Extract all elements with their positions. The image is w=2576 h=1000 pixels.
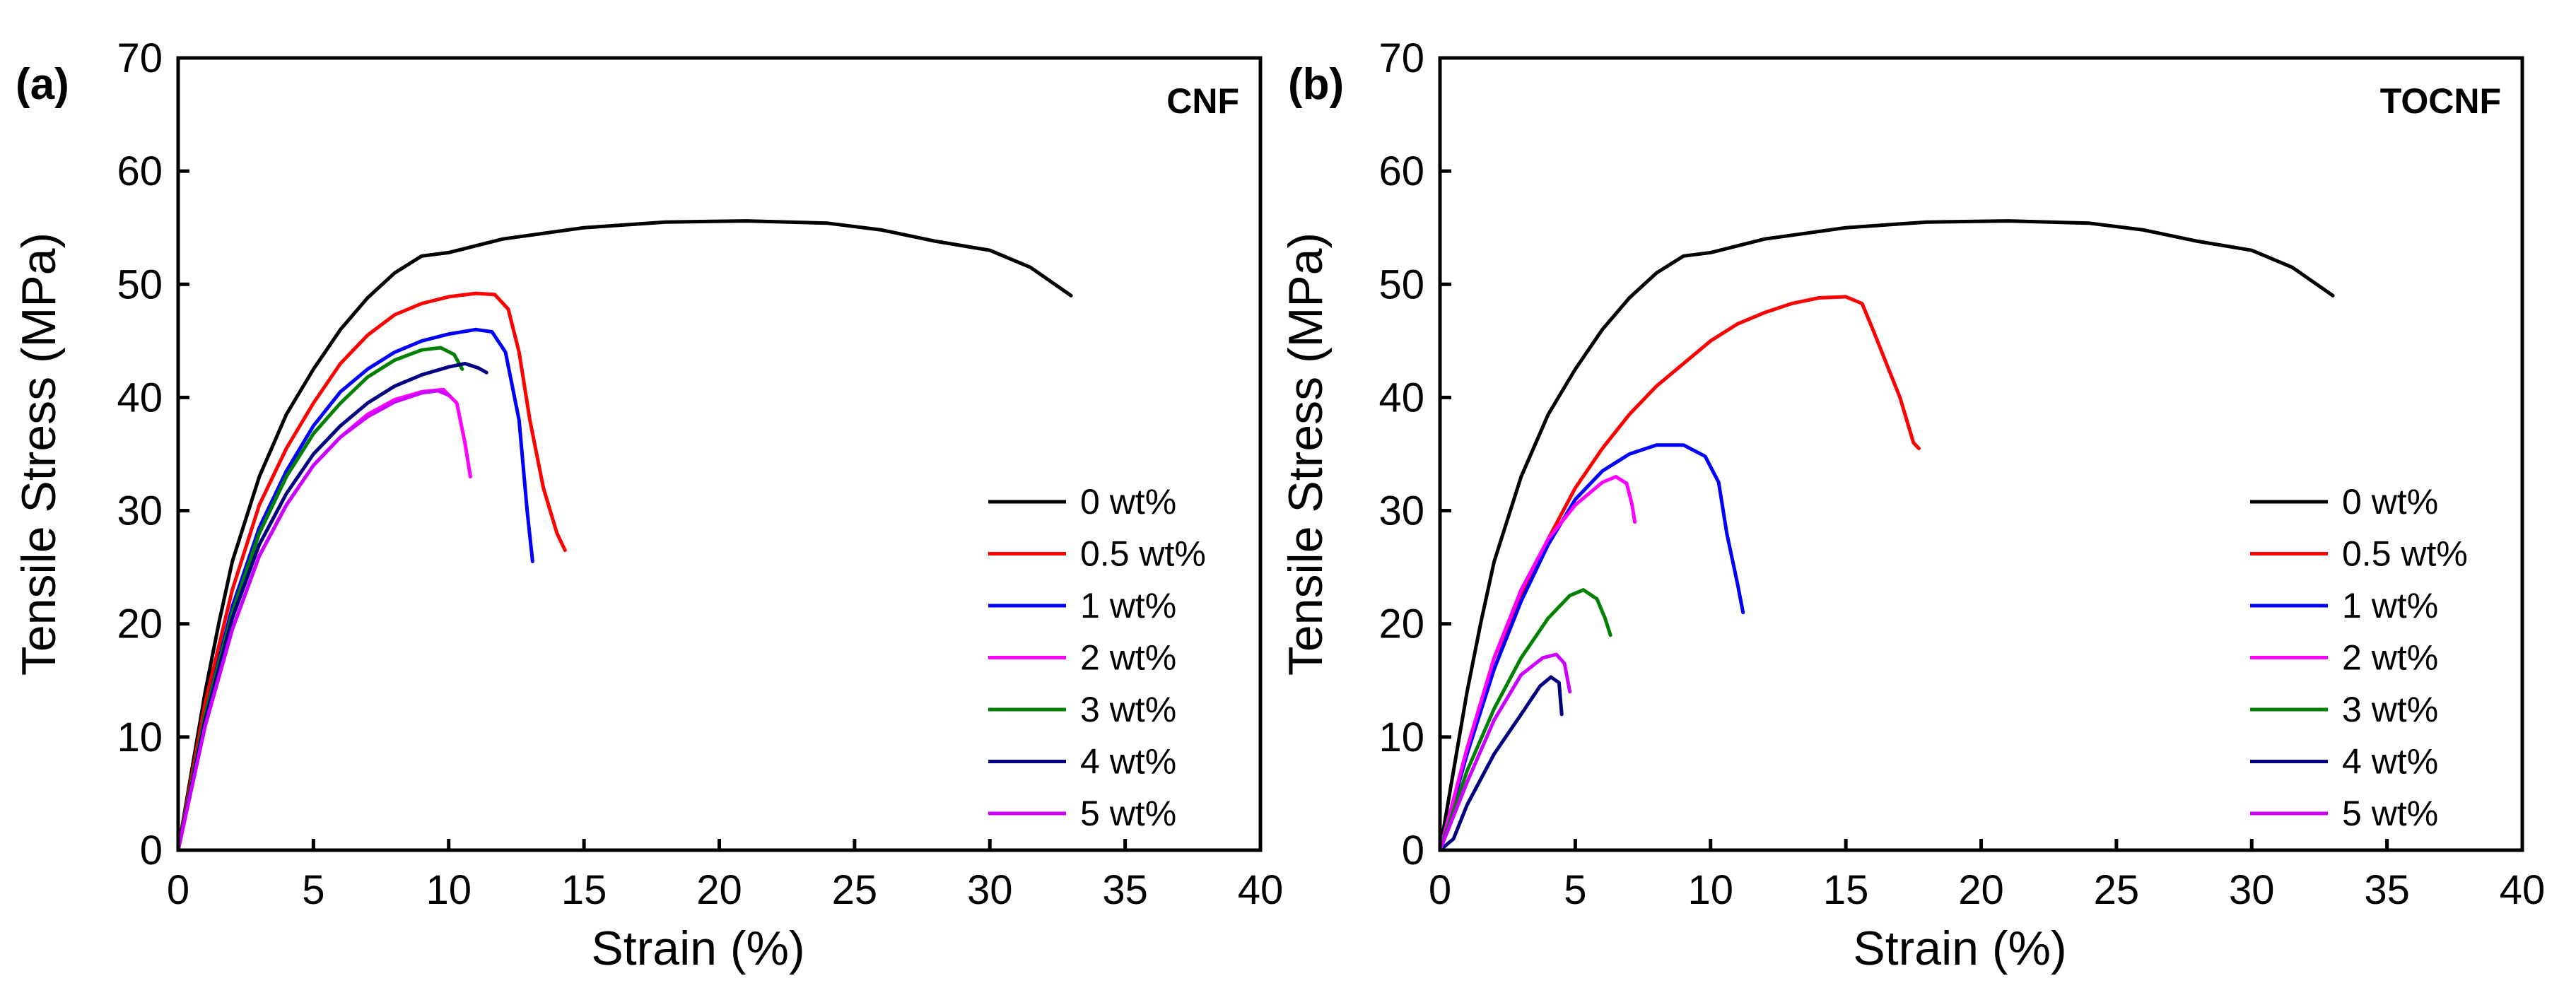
legend-label: 5 wt% [2342,794,2438,833]
series-line-0-5-wt [176,291,567,852]
legend-label: 0.5 wt% [2342,534,2468,574]
x-tick-label: 40 [2500,867,2546,913]
x-tick-label: 15 [561,867,607,913]
x-tick-label: 25 [2094,867,2140,913]
legend-label: 1 wt% [1080,586,1176,625]
legend-label: 3 wt% [2342,690,2438,729]
plot-frame [1438,56,2524,852]
legend-label: 2 wt% [2342,638,2438,678]
legend-label: 2 wt% [1080,638,1176,678]
legend-label: 1 wt% [2342,586,2438,625]
x-tick-label: 15 [1823,867,1869,913]
legend-label: 4 wt% [2342,742,2438,782]
legend-label: 0.5 wt% [1080,534,1206,574]
material-label: CNF [1166,81,1239,121]
x-tick-label: 40 [1238,867,1284,913]
x-tick-label: 35 [2364,867,2410,913]
panel-label: (a) [16,60,69,109]
x-tick-label: 20 [696,867,742,913]
y-tick-label: 10 [1378,714,1424,760]
series-line-5-wt [176,389,451,852]
y-axis-label: Tensile Stress (MPa) [1279,233,1333,676]
legend-label: 0 wt% [2342,482,2438,522]
y-tick-label: 0 [1402,828,1424,873]
series-line-4-wt [1438,675,1564,852]
y-tick-label: 40 [1378,375,1424,420]
legend-label: 4 wt% [1080,742,1176,782]
x-tick-label: 20 [1958,867,2004,913]
y-tick-label: 30 [1378,488,1424,534]
series-line-0-5-wt [1438,295,1921,852]
x-tick-label: 25 [832,867,878,913]
series-line-3-wt [1438,588,1612,852]
y-tick-label: 20 [1378,601,1424,647]
x-tick-label: 0 [167,867,189,913]
series-line-2-wt [176,387,472,852]
x-tick-label: 0 [1429,867,1451,913]
y-tick-label: 30 [117,488,163,534]
legend-label: 3 wt% [1080,690,1176,729]
y-tick-label: 0 [140,828,163,873]
y-axis-label: Tensile Stress (MPa) [12,233,66,676]
series-line-0-wt [176,219,1073,852]
series-line-4-wt [176,361,488,852]
panel-b: 0 5 10 15 20 25 30 35 40 0 10 20 30 40 50 60 70 Strain (%… [1279,35,2545,975]
x-axis-label: Strain (%) [591,922,804,975]
x-tick-label: 30 [967,867,1013,913]
panel-a: 0 5 10 15 20 25 30 35 40 0 10 20 30 40 50 60 70 Strain (%… [12,35,1283,975]
x-tick-label: 35 [1102,867,1148,913]
series-line-1-wt [176,327,534,852]
y-tick-label: 40 [117,375,163,420]
series-line-0-wt [1438,219,2335,852]
series-line-5-wt [1438,652,1572,852]
panel-label: (b) [1288,60,1344,109]
x-axis-label: Strain (%) [1853,922,2066,975]
y-tick-label: 60 [117,148,163,194]
y-tick-label: 60 [1378,148,1424,194]
series-line-1-wt [1438,443,1745,852]
material-label: TOCNF [2380,81,2501,121]
x-tick-label: 5 [1564,867,1586,913]
legend-label: 0 wt% [1080,482,1176,522]
y-tick-label: 10 [117,714,163,760]
y-tick-label: 50 [117,261,163,307]
series-line-2-wt [1438,475,1637,852]
series-line-3-wt [176,346,464,852]
x-tick-label: 5 [302,867,324,913]
y-tick-label: 20 [117,601,163,647]
plot-frame [176,56,1263,852]
x-tick-label: 10 [426,867,472,913]
x-tick-label: 30 [2229,867,2275,913]
y-tick-label: 70 [1378,35,1424,81]
y-tick-label: 50 [1378,261,1424,307]
legend-label: 5 wt% [1080,794,1176,833]
x-tick-label: 10 [1687,867,1733,913]
y-tick-label: 70 [117,35,163,81]
